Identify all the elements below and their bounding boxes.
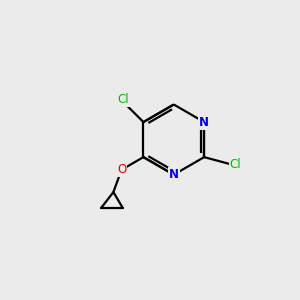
Text: N: N: [169, 168, 179, 181]
Text: O: O: [117, 163, 126, 176]
Text: Cl: Cl: [229, 158, 241, 171]
Text: N: N: [199, 116, 209, 129]
Text: Cl: Cl: [118, 93, 129, 106]
